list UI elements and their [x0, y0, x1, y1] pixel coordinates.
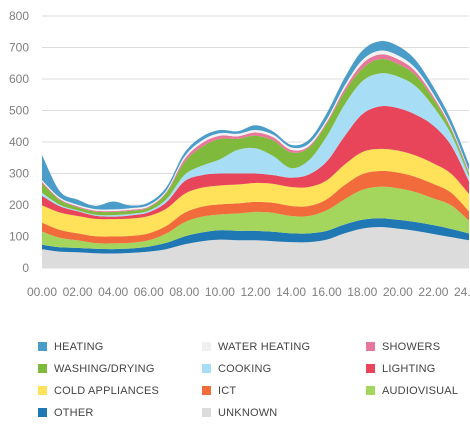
- legend-item: UNKNOWN: [202, 404, 366, 421]
- area-water-heating: [42, 50, 469, 212]
- area-ict: [42, 170, 469, 244]
- legend-item: HEATING: [38, 338, 202, 355]
- area-lighting: [42, 106, 469, 220]
- legend-label: COLD APPLIANCES: [54, 384, 160, 397]
- y-tick-label: 400: [9, 135, 29, 149]
- x-tick-label: 18.00: [347, 285, 377, 299]
- legend-label: AUDIOVISUAL: [382, 384, 459, 397]
- x-tick-label: 16.00: [312, 285, 342, 299]
- legend-item: WATER HEATING: [202, 338, 366, 355]
- x-axis: 00.00 02.00 04.00 06.00 08.00 10.00 12.00 14.00…: [27, 285, 470, 299]
- x-tick-label: 02.00: [63, 285, 93, 299]
- area-unknown: [42, 227, 469, 268]
- x-tick-label: 22.00: [418, 285, 448, 299]
- legend-swatch: [366, 386, 375, 395]
- legend-swatch: [38, 342, 47, 351]
- legend-label: UNKNOWN: [218, 406, 278, 419]
- legend-item: COOKING: [202, 360, 366, 377]
- area-audiovisual: [42, 186, 469, 250]
- y-tick-label: 500: [9, 104, 29, 118]
- legend-label: HEATING: [54, 340, 104, 353]
- legend-label: ICT: [218, 384, 237, 397]
- legend-item: OTHER: [38, 404, 202, 421]
- area-showers: [42, 54, 469, 213]
- x-tick-label: 10.00: [205, 285, 235, 299]
- area-washing-drying: [42, 59, 469, 216]
- legend-item: COLD APPLIANCES: [38, 382, 202, 399]
- y-axis: 0 100 200 300 400 500 600 700 800: [9, 9, 29, 275]
- area-series: [42, 41, 469, 268]
- legend-item: LIGHTING: [366, 360, 470, 377]
- legend-item: ICT: [202, 382, 366, 399]
- area-cooking: [42, 73, 469, 217]
- y-tick-label: 0: [22, 261, 29, 275]
- x-tick-label: 08.00: [169, 285, 199, 299]
- stacked-area-chart: 0 100 200 300 400 500 600 700 800 00.00 02.00 04.0…: [9, 9, 470, 299]
- x-tick-label: 20.00: [383, 285, 413, 299]
- area-heating: [42, 41, 469, 210]
- x-tick-label: 24.00: [454, 285, 470, 299]
- legend-label: WASHING/DRYING: [54, 362, 155, 375]
- y-tick-label: 200: [9, 198, 29, 212]
- legend-swatch: [202, 364, 211, 373]
- x-tick-label: 14.00: [276, 285, 306, 299]
- legend-item: SHOWERS: [366, 338, 470, 355]
- legend-item: AUDIOVISUAL: [366, 382, 470, 399]
- x-tick-label: 12.00: [240, 285, 270, 299]
- legend-swatch: [366, 364, 375, 373]
- legend-swatch: [38, 386, 47, 395]
- legend-label: WATER HEATING: [218, 340, 311, 353]
- area-cold-appliances: [42, 148, 469, 237]
- legend-label: LIGHTING: [382, 362, 436, 375]
- x-tick-label: 00.00: [27, 285, 57, 299]
- y-tick-label: 300: [9, 167, 29, 181]
- y-tick-label: 800: [9, 9, 29, 23]
- legend-swatch: [366, 342, 375, 351]
- y-tick-label: 700: [9, 41, 29, 55]
- legend-label: SHOWERS: [382, 340, 441, 353]
- legend: HEATING WATER HEATING SHOWERS WASHING/DRYIN…: [38, 338, 468, 421]
- legend-swatch: [202, 386, 211, 395]
- legend-swatch: [38, 364, 47, 373]
- x-tick-label: 06.00: [134, 285, 164, 299]
- legend-label: OTHER: [54, 406, 94, 419]
- y-tick-label: 600: [9, 72, 29, 86]
- legend-swatch: [202, 342, 211, 351]
- x-tick-label: 04.00: [98, 285, 128, 299]
- legend-swatch: [202, 408, 211, 417]
- legend-swatch: [38, 408, 47, 417]
- y-tick-label: 100: [9, 230, 29, 244]
- area-other: [42, 218, 469, 254]
- legend-item: WASHING/DRYING: [38, 360, 202, 377]
- legend-label: COOKING: [218, 362, 272, 375]
